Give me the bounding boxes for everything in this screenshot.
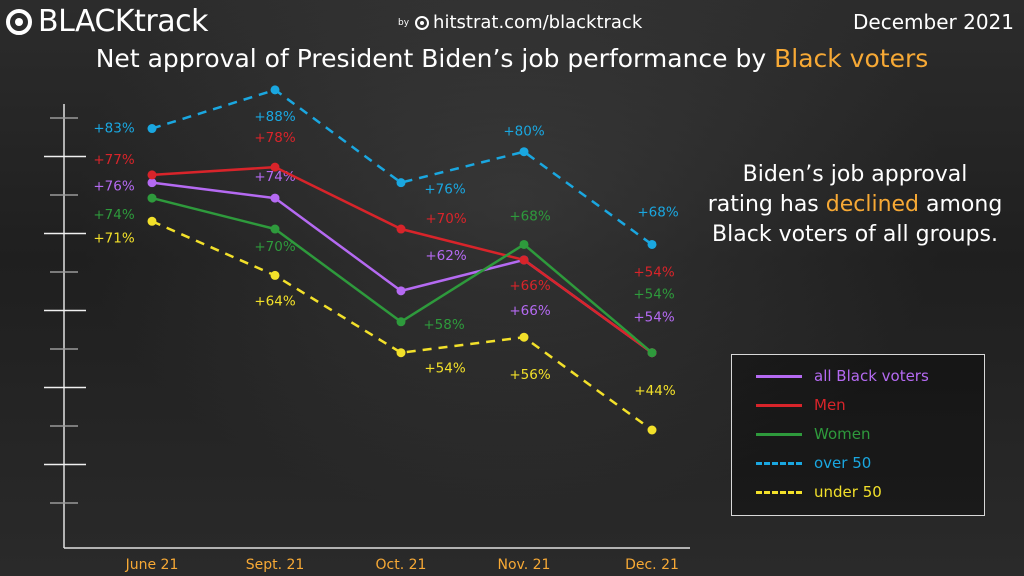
data-point-over_50 bbox=[647, 239, 657, 249]
data-point-women bbox=[396, 317, 406, 327]
data-label-over_50: +88% bbox=[254, 109, 295, 125]
data-label-all_black_voters: +76% bbox=[93, 179, 134, 195]
data-point-women bbox=[647, 348, 657, 358]
data-point-men bbox=[396, 224, 406, 234]
data-label-over_50: +68% bbox=[637, 204, 678, 220]
annotation-line-2: rating has declined among bbox=[690, 190, 1020, 220]
legend-item-under_50: under 50 bbox=[756, 483, 882, 501]
legend-item-over_50: over 50 bbox=[756, 454, 871, 472]
x-tick-label: Sept. 21 bbox=[246, 557, 305, 573]
legend-swatch bbox=[756, 374, 802, 378]
data-point-men bbox=[147, 170, 157, 180]
data-label-men: +70% bbox=[425, 211, 466, 227]
legend-label: over 50 bbox=[814, 454, 872, 472]
data-label-women: +58% bbox=[423, 317, 464, 333]
data-point-under_50 bbox=[519, 332, 529, 342]
data-label-over_50: +76% bbox=[424, 182, 465, 198]
chart-title: Net approval of President Biden’s job pe… bbox=[0, 44, 1024, 73]
annotation-note: Biden’s job approval rating has declined… bbox=[690, 160, 1020, 250]
series-line-all_black_voters bbox=[151, 181, 653, 354]
data-point-all_black_voters bbox=[147, 178, 157, 188]
data-label-under_50: +64% bbox=[254, 293, 295, 309]
data-label-women: +70% bbox=[254, 239, 295, 255]
data-point-under_50 bbox=[396, 348, 406, 358]
data-point-women bbox=[519, 239, 529, 249]
data-label-men: +54% bbox=[633, 265, 674, 281]
x-tick-label: June 21 bbox=[125, 557, 179, 573]
legend-label: Women bbox=[814, 425, 871, 443]
data-point-over_50 bbox=[519, 147, 529, 157]
target-icon bbox=[6, 8, 32, 35]
data-label-under_50: +44% bbox=[634, 383, 675, 399]
legend-label: all Black voters bbox=[814, 367, 929, 385]
data-label-over_50: +80% bbox=[503, 124, 544, 140]
data-point-women bbox=[147, 193, 157, 203]
data-point-under_50 bbox=[270, 270, 280, 280]
annotation-highlight: declined bbox=[825, 192, 920, 217]
byline-by: by bbox=[398, 17, 410, 28]
annotation-line-2-post: among bbox=[919, 192, 1003, 217]
data-label-women: +68% bbox=[509, 208, 550, 224]
data-point-under_50 bbox=[147, 216, 157, 226]
chart-legend: all Black voters Men Women over 50 under 50 bbox=[731, 354, 985, 516]
target-icon bbox=[415, 15, 430, 30]
data-label-under_50: +56% bbox=[509, 367, 550, 383]
legend-item-all_black_voters: all Black voters bbox=[756, 367, 929, 385]
data-label-all_black_voters: +62% bbox=[425, 248, 466, 264]
annotation-line-2-pre: rating has bbox=[707, 192, 826, 217]
data-point-over_50 bbox=[147, 124, 157, 134]
data-point-all_black_voters bbox=[396, 286, 406, 296]
data-point-women bbox=[270, 224, 280, 234]
data-label-women: +54% bbox=[633, 287, 674, 303]
data-label-men: +66% bbox=[509, 278, 550, 294]
byline: by hitstrat.com/blacktrack bbox=[398, 12, 642, 33]
data-label-all_black_voters: +54% bbox=[633, 310, 674, 326]
data-label-men: +78% bbox=[254, 130, 295, 146]
chart-title-highlight: Black voters bbox=[774, 44, 929, 73]
data-point-under_50 bbox=[647, 425, 657, 435]
data-label-women: +74% bbox=[93, 207, 134, 223]
x-tick-label: Nov. 21 bbox=[498, 557, 551, 573]
data-label-over_50: +83% bbox=[93, 121, 134, 137]
legend-swatch bbox=[756, 432, 802, 436]
legend-item-women: Women bbox=[756, 425, 870, 443]
legend-label: under 50 bbox=[814, 483, 882, 501]
legend-swatch bbox=[756, 490, 802, 494]
report-date: December 2021 bbox=[853, 10, 1014, 34]
legend-item-men: Men bbox=[756, 396, 846, 414]
data-point-over_50 bbox=[270, 85, 280, 95]
series-line-over_50 bbox=[151, 88, 653, 246]
data-point-men bbox=[519, 255, 529, 265]
chart-title-prefix: Net approval of President Biden’s job pe… bbox=[95, 44, 775, 73]
x-tick-label: Dec. 21 bbox=[625, 557, 679, 573]
x-tick-label: Oct. 21 bbox=[376, 557, 427, 573]
data-point-all_black_voters bbox=[270, 193, 280, 203]
legend-label: Men bbox=[814, 396, 846, 414]
data-label-all_black_voters: +66% bbox=[509, 303, 550, 319]
data-label-under_50: +54% bbox=[424, 361, 465, 377]
legend-swatch bbox=[756, 461, 802, 465]
data-label-men: +77% bbox=[93, 152, 134, 168]
legend-swatch bbox=[756, 403, 802, 407]
annotation-line-3: Black voters of all groups. bbox=[712, 222, 998, 247]
series-line-women bbox=[151, 196, 653, 354]
data-point-over_50 bbox=[396, 178, 406, 188]
brand-logo: BLACKtrack bbox=[6, 4, 208, 39]
annotation-line-1: Biden’s job approval bbox=[742, 162, 968, 187]
site-link[interactable]: hitstrat.com/blacktrack bbox=[433, 12, 643, 33]
data-point-men bbox=[270, 162, 280, 172]
brand-name: BLACKtrack bbox=[38, 4, 208, 39]
data-label-under_50: +71% bbox=[93, 230, 134, 246]
